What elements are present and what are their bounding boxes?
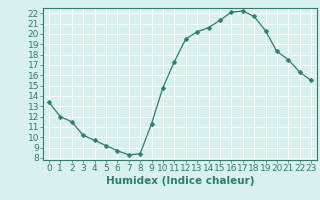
X-axis label: Humidex (Indice chaleur): Humidex (Indice chaleur) bbox=[106, 176, 254, 186]
